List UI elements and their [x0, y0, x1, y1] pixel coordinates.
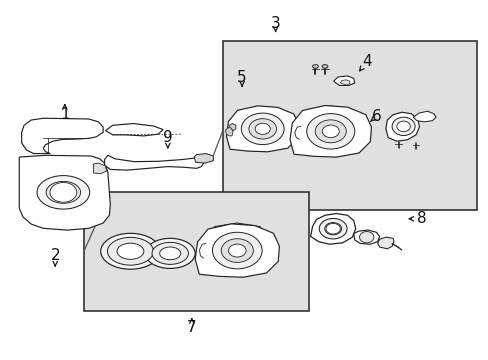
Ellipse shape [248, 119, 276, 139]
Ellipse shape [312, 65, 318, 68]
Polygon shape [225, 128, 232, 136]
Ellipse shape [241, 113, 284, 145]
Ellipse shape [315, 120, 346, 143]
Polygon shape [226, 106, 298, 152]
Polygon shape [310, 213, 355, 244]
Polygon shape [19, 155, 110, 230]
Polygon shape [377, 237, 393, 249]
Ellipse shape [396, 121, 409, 132]
Polygon shape [299, 106, 358, 152]
Text: 8: 8 [416, 211, 426, 226]
Polygon shape [195, 224, 279, 277]
Polygon shape [203, 223, 267, 269]
Polygon shape [93, 163, 106, 174]
Circle shape [50, 183, 77, 202]
Text: 6: 6 [371, 109, 380, 124]
Ellipse shape [117, 243, 143, 259]
Ellipse shape [359, 231, 373, 243]
Circle shape [325, 224, 340, 234]
Polygon shape [104, 155, 203, 170]
Bar [84, 192, 308, 311]
Text: 3: 3 [270, 15, 280, 31]
Ellipse shape [391, 117, 414, 136]
Ellipse shape [322, 125, 339, 138]
Ellipse shape [212, 232, 262, 269]
Text: 5: 5 [237, 70, 246, 85]
Ellipse shape [221, 239, 253, 262]
Text: 4: 4 [361, 54, 371, 69]
Ellipse shape [145, 238, 195, 269]
Text: 9: 9 [163, 130, 172, 145]
Ellipse shape [101, 233, 160, 269]
Polygon shape [340, 80, 349, 85]
Ellipse shape [152, 242, 188, 264]
Ellipse shape [319, 219, 346, 239]
Text: 1: 1 [60, 107, 69, 122]
Bar [223, 41, 476, 210]
Ellipse shape [160, 247, 181, 260]
Ellipse shape [46, 181, 81, 203]
Ellipse shape [306, 114, 354, 149]
Polygon shape [194, 154, 213, 163]
Polygon shape [21, 118, 103, 154]
Polygon shape [333, 76, 354, 85]
Polygon shape [105, 123, 163, 136]
Polygon shape [289, 105, 371, 157]
Ellipse shape [37, 176, 89, 209]
Text: 7: 7 [186, 320, 196, 335]
Ellipse shape [322, 65, 327, 68]
Ellipse shape [324, 222, 341, 235]
Polygon shape [353, 230, 379, 244]
Ellipse shape [255, 123, 270, 134]
Polygon shape [412, 111, 435, 122]
Ellipse shape [228, 244, 245, 257]
Polygon shape [229, 123, 235, 131]
Polygon shape [385, 112, 419, 141]
Text: 2: 2 [50, 248, 60, 264]
Ellipse shape [107, 237, 153, 265]
